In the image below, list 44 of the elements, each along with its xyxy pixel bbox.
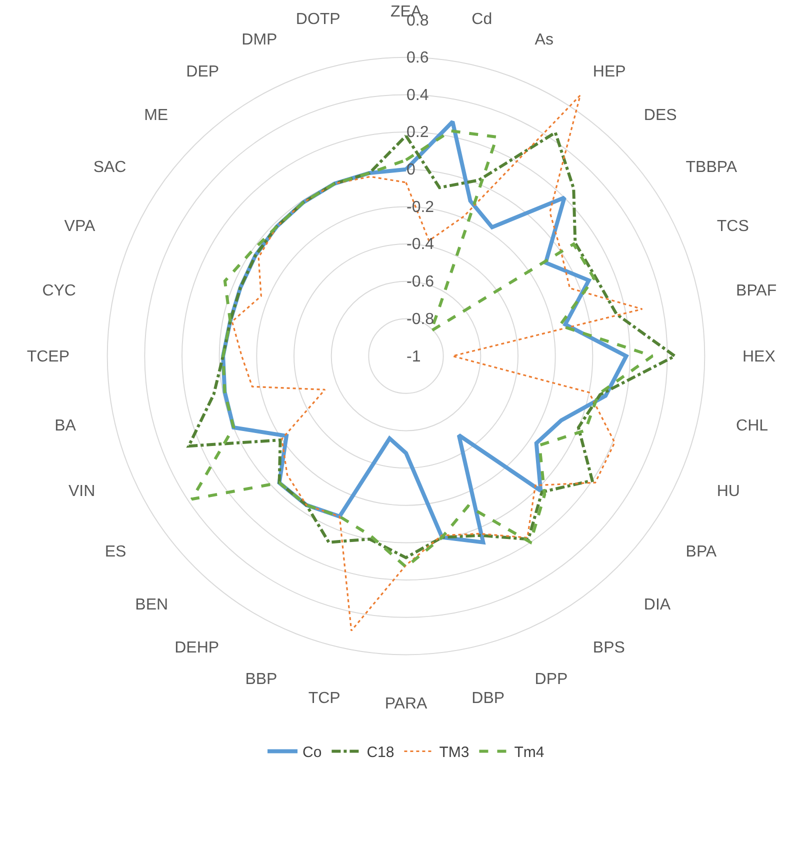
spoke-label: DBP — [472, 690, 505, 707]
spoke-label: TCP — [308, 690, 340, 707]
spoke-label: DEP — [186, 64, 220, 81]
y-tick-label: 0.6 — [406, 50, 429, 67]
y-tick-label: 0.4 — [406, 86, 429, 104]
y-tick-label: 0 — [406, 162, 416, 179]
spoke-label: DOTP — [296, 10, 340, 28]
spoke-label: DEHP — [174, 639, 220, 656]
spoke-label: DPP — [534, 670, 568, 688]
spoke-label: BPS — [592, 639, 625, 656]
spoke-label: HEX — [742, 348, 776, 366]
spoke-label: CHL — [736, 417, 768, 434]
spoke-label: BEN — [135, 596, 168, 614]
spoke-label: SAC — [93, 158, 126, 176]
y-tick-label: -0.6 — [406, 274, 434, 291]
y-tick-label: -0.8 — [406, 310, 434, 328]
spoke-label: As — [534, 31, 554, 48]
spoke-label: DMP — [242, 31, 278, 48]
spoke-label: PARA — [384, 696, 428, 713]
spoke-label: BA — [54, 417, 76, 434]
spoke-label: HEP — [592, 64, 626, 81]
spoke-label: ME — [144, 106, 168, 124]
spoke-label: DIA — [644, 596, 671, 614]
spoke-label: DES — [644, 106, 677, 124]
spoke-label: BPA — [686, 544, 717, 561]
spoke-label: TCEP — [26, 348, 70, 366]
spoke-label: BPAF — [736, 282, 777, 300]
y-tick-label: -0.4 — [406, 236, 434, 254]
y-tick-label: -1 — [406, 348, 421, 366]
spoke-label: BBP — [245, 670, 278, 688]
spoke-label: HU — [716, 483, 740, 500]
spoke-label: VIN — [68, 483, 96, 500]
spoke-label: CYC — [42, 282, 76, 300]
spoke-label: ES — [104, 544, 126, 561]
spoke-label: TBBPA — [686, 158, 738, 176]
legend-label: Tm4 — [514, 744, 544, 762]
spoke-label: TCS — [716, 218, 749, 236]
y-tick-label: 0.2 — [406, 124, 429, 142]
legend-label: Co — [302, 744, 322, 762]
legend-label: TM3 — [439, 744, 470, 762]
y-tick-label: -0.2 — [406, 198, 434, 216]
spoke-label: Cd — [472, 10, 492, 28]
spoke-label: VPA — [64, 218, 96, 236]
legend-label: C18 — [366, 744, 394, 762]
